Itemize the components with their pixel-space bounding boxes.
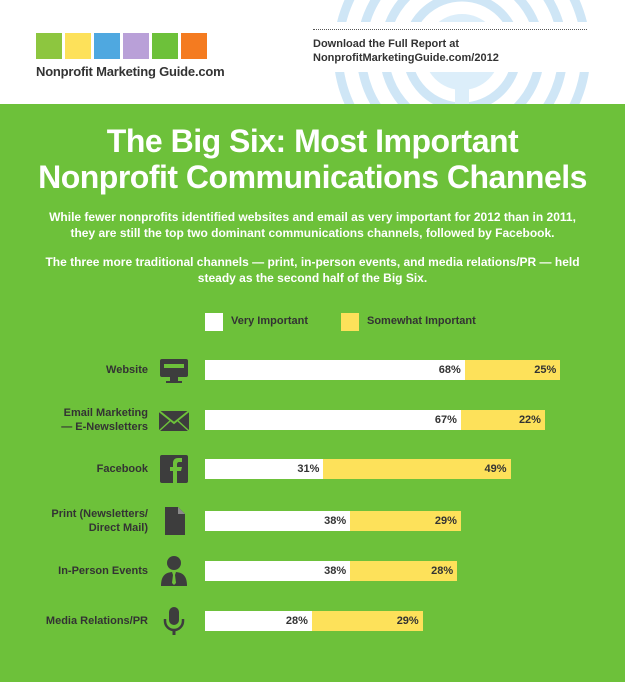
bar-very-important: 67% <box>205 410 461 430</box>
title-line-2: Nonprofit Communications Channels <box>38 159 587 195</box>
microphone-icon <box>163 607 185 635</box>
legend-swatch-somewhat-important <box>341 313 359 331</box>
bar-very-important: 28% <box>205 611 312 631</box>
bar-value-label: 49% <box>484 463 507 475</box>
logo-square <box>123 33 149 59</box>
category-label: Website <box>106 363 148 377</box>
bar-value-label: 28% <box>431 565 454 577</box>
category-label-line: — E-Newsletters <box>61 421 148 433</box>
logo-square <box>152 33 178 59</box>
intro-paragraph: While fewer nonprofits identified websit… <box>49 210 576 240</box>
category-label-line: In-Person Events <box>58 565 148 577</box>
bar-value-label: 38% <box>324 515 347 527</box>
download-link[interactable]: NonprofitMarketingGuide.com/2012 <box>313 52 499 64</box>
logo-square <box>65 33 91 59</box>
bar-value-label: 38% <box>324 565 347 577</box>
header: Nonprofit Marketing Guide.com Download t… <box>0 0 625 104</box>
bar-somewhat-important: 22% <box>460 410 545 430</box>
category-label-line: Email Marketing <box>63 407 148 419</box>
category-label: Facebook <box>97 462 148 476</box>
logo-square <box>94 33 120 59</box>
person-icon <box>161 556 187 586</box>
category-label: Media Relations/PR <box>46 614 148 628</box>
legend-swatch-very-important <box>205 313 223 331</box>
bar-somewhat-important: 29% <box>350 511 461 531</box>
legend-label-very-important: Very Important <box>231 315 309 327</box>
category-label-line: Media Relations/PR <box>45 615 148 627</box>
document-icon <box>165 507 185 535</box>
divider <box>313 29 587 30</box>
category-label: Email Marketing — E-Newsletters <box>61 406 148 434</box>
download-text: Download the Full Report at <box>313 38 460 50</box>
envelope-icon <box>158 410 190 432</box>
title-line-1: The Big Six: Most Important <box>106 123 519 159</box>
category-label-line: Print (Newsletters/ <box>51 508 148 520</box>
page-title: The Big Six: Most Important Nonprofit Co… <box>0 123 625 195</box>
bar-somewhat-important: 49% <box>323 459 511 479</box>
bar-value-label: 29% <box>396 615 419 627</box>
bar-value-label: 29% <box>434 515 457 527</box>
bar-very-important: 68% <box>205 360 465 380</box>
bar-very-important: 38% <box>205 511 351 531</box>
bar-value-label: 67% <box>434 414 457 426</box>
bar-very-important: 31% <box>205 459 324 479</box>
bar-somewhat-important: 29% <box>311 611 423 631</box>
logo-square <box>36 33 62 59</box>
logo-square <box>181 33 207 59</box>
bar-value-label: 28% <box>285 615 308 627</box>
legend-label-somewhat-important: Somewhat Important <box>367 315 476 327</box>
logo-squares <box>36 33 210 59</box>
category-label-line: Facebook <box>96 463 148 475</box>
category-label: In-Person Events <box>58 564 148 578</box>
bar-very-important: 38% <box>205 561 351 581</box>
category-label-line: Website <box>106 364 148 376</box>
bar-somewhat-important: 25% <box>464 360 561 380</box>
category-label: Print (Newsletters/Direct Mail) <box>51 507 148 535</box>
monitor-icon <box>160 359 188 383</box>
bar-value-label: 25% <box>534 364 557 376</box>
second-paragraph: The three more traditional channels — pr… <box>45 255 580 285</box>
signal-rings-icon <box>305 0 595 104</box>
brand-name[interactable]: Nonprofit Marketing Guide.com <box>36 64 225 79</box>
bar-value-label: 68% <box>438 364 461 376</box>
bar-somewhat-important: 28% <box>350 561 458 581</box>
bar-value-label: 31% <box>297 463 320 475</box>
facebook-icon <box>160 455 188 483</box>
category-label-line: Direct Mail) <box>88 522 148 534</box>
bar-value-label: 22% <box>518 414 541 426</box>
